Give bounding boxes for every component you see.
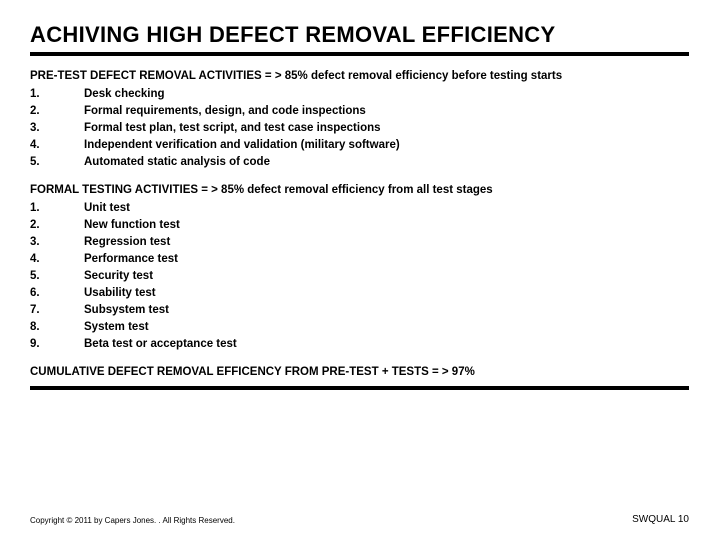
item-text: Desk checking — [84, 88, 165, 100]
item-number: 5. — [30, 270, 84, 282]
cumulative-text: CUMULATIVE DEFECT REMOVAL EFFICENCY FROM… — [30, 366, 689, 378]
item-text: New function test — [84, 219, 180, 231]
list-item: 8.System test — [30, 321, 689, 333]
item-number: 3. — [30, 122, 84, 134]
footer: Copyright © 2011 by Capers Jones. . All … — [30, 514, 689, 525]
item-text: Automated static analysis of code — [84, 156, 270, 168]
list-item: 2.New function test — [30, 219, 689, 231]
list-item: 3.Formal test plan, test script, and tes… — [30, 122, 689, 134]
item-number: 6. — [30, 287, 84, 299]
list-item: 2.Formal requirements, design, and code … — [30, 105, 689, 117]
title-rule — [30, 52, 689, 56]
list-item: 4.Independent verification and validatio… — [30, 139, 689, 151]
list-item: 5.Automated static analysis of code — [30, 156, 689, 168]
list-item: 1.Desk checking — [30, 88, 689, 100]
item-text: Performance test — [84, 253, 178, 265]
item-number: 1. — [30, 88, 84, 100]
item-number: 4. — [30, 253, 84, 265]
item-text: Beta test or acceptance test — [84, 338, 237, 350]
list-item: 5.Security test — [30, 270, 689, 282]
list-item: 6.Usability test — [30, 287, 689, 299]
item-number: 1. — [30, 202, 84, 214]
section1-list: 1.Desk checking 2.Formal requirements, d… — [30, 88, 689, 168]
list-item: 4.Performance test — [30, 253, 689, 265]
item-text: Security test — [84, 270, 153, 282]
item-number: 7. — [30, 304, 84, 316]
copyright-text: Copyright © 2011 by Capers Jones. . All … — [30, 516, 235, 525]
section1-header: PRE-TEST DEFECT REMOVAL ACTIVITIES = > 8… — [30, 70, 689, 82]
bottom-rule — [30, 386, 689, 390]
list-item: 7.Subsystem test — [30, 304, 689, 316]
list-item: 3.Regression test — [30, 236, 689, 248]
item-text: Independent verification and validation … — [84, 139, 400, 151]
item-number: 4. — [30, 139, 84, 151]
item-text: Subsystem test — [84, 304, 169, 316]
list-item: 9.Beta test or acceptance test — [30, 338, 689, 350]
item-number: 5. — [30, 156, 84, 168]
item-number: 9. — [30, 338, 84, 350]
list-item: 1.Unit test — [30, 202, 689, 214]
item-text: Unit test — [84, 202, 130, 214]
item-text: Formal requirements, design, and code in… — [84, 105, 366, 117]
slide-title: ACHIVING HIGH DEFECT REMOVAL EFFICIENCY — [30, 22, 689, 48]
item-number: 2. — [30, 219, 84, 231]
item-text: System test — [84, 321, 149, 333]
item-number: 8. — [30, 321, 84, 333]
section2-list: 1.Unit test 2.New function test 3.Regres… — [30, 202, 689, 350]
item-text: Formal test plan, test script, and test … — [84, 122, 381, 134]
section2-header: FORMAL TESTING ACTIVITIES = > 85% defect… — [30, 184, 689, 196]
item-number: 3. — [30, 236, 84, 248]
item-text: Regression test — [84, 236, 170, 248]
page-code: SWQUAL 10 — [632, 514, 689, 525]
item-text: Usability test — [84, 287, 156, 299]
item-number: 2. — [30, 105, 84, 117]
